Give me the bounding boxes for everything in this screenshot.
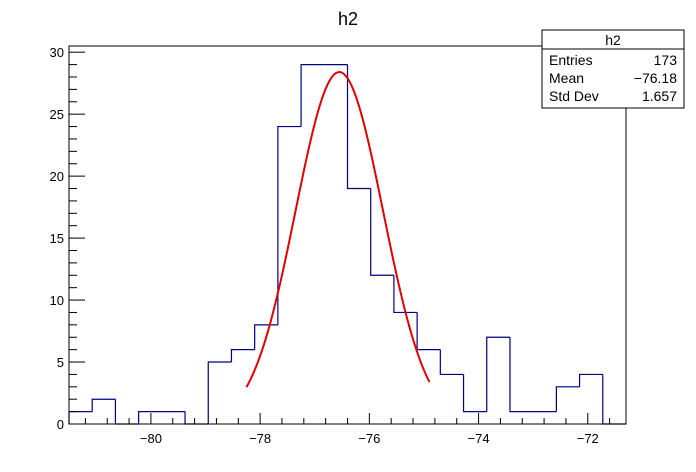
x-tick-label: −74 <box>468 431 490 446</box>
x-tick-label: −72 <box>577 431 599 446</box>
histogram-bin <box>578 373 603 387</box>
stats-label-stddev: Std Dev <box>549 88 599 104</box>
histogram-bin <box>555 386 580 412</box>
histogram-bin <box>346 64 371 190</box>
y-tick-label: 5 <box>57 355 64 370</box>
histogram-bin <box>439 349 464 376</box>
chart-title: h2 <box>338 9 358 29</box>
y-tick-label: 25 <box>50 107 64 122</box>
y-tick-label: 15 <box>50 231 64 246</box>
y-tick-label: 0 <box>57 417 64 432</box>
histogram-bin <box>184 411 209 425</box>
stats-value-entries: 173 <box>654 52 678 68</box>
stats-box-frame <box>541 29 685 109</box>
stats-value-mean: −76.18 <box>634 70 677 86</box>
fit-layer <box>245 71 431 388</box>
histogram-bin <box>91 398 116 412</box>
histogram-bin <box>230 349 255 363</box>
axis-layer: −80 −78 −76 −74 −72 0 5 10 15 20 25 30 <box>50 45 611 446</box>
x-tick-label: −76 <box>358 431 380 446</box>
histogram-bin <box>462 374 487 413</box>
histogram-bin <box>300 63 325 127</box>
histogram-bin <box>277 125 302 325</box>
y-tick-label: 10 <box>50 293 64 308</box>
gaussian-fit-line <box>245 71 431 388</box>
histogram-bin <box>602 374 626 425</box>
histogram-bin <box>486 336 510 412</box>
histogram-bin <box>138 411 162 424</box>
x-tick-label: −78 <box>249 431 271 446</box>
histogram-bin <box>370 188 394 276</box>
y-tick-label: 30 <box>50 45 64 60</box>
histogram-bin <box>68 411 93 424</box>
stats-box: h2 Entries 173 Mean −76.18 Std Dev 1.657 <box>541 29 685 109</box>
histogram-bin <box>114 399 139 425</box>
histogram-bin <box>207 361 232 424</box>
stats-value-stddev: 1.657 <box>642 88 677 104</box>
stats-title: h2 <box>605 32 621 48</box>
y-tick-label: 20 <box>50 169 64 184</box>
histogram-bin <box>416 312 441 351</box>
stats-label-entries: Entries <box>549 52 593 68</box>
histogram-bin <box>509 337 534 413</box>
histogram-layer <box>68 63 626 425</box>
stats-label-mean: Mean <box>549 70 584 86</box>
x-tick-label: −80 <box>140 431 162 446</box>
histogram-bin <box>393 275 418 314</box>
